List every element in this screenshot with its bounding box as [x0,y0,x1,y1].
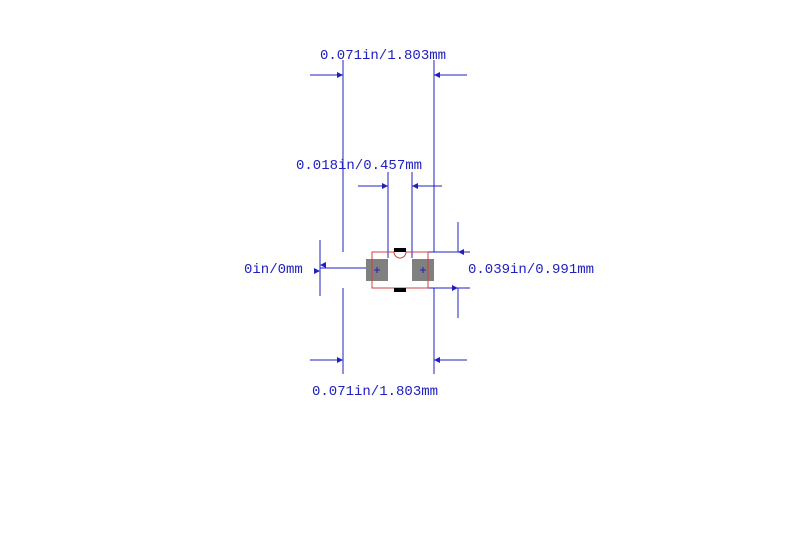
dim-bottom-width [310,288,467,374]
label-height-right: 0.039in/0.991mm [468,262,594,278]
dim-height-zero [320,240,372,296]
dim-gap [358,172,442,258]
label-bottom-width: 0.071in/1.803mm [312,384,438,400]
label-height-zero: 0in/0mm [244,262,303,278]
label-top-width: 0.071in/1.803mm [320,48,446,64]
bottom-mark [394,288,406,292]
drawing-svg [0,0,800,541]
label-gap: 0.018in/0.457mm [296,158,422,174]
drawing-canvas: 0.071in/1.803mm 0.018in/0.457mm 0in/0mm … [0,0,800,541]
top-mark [394,248,406,252]
